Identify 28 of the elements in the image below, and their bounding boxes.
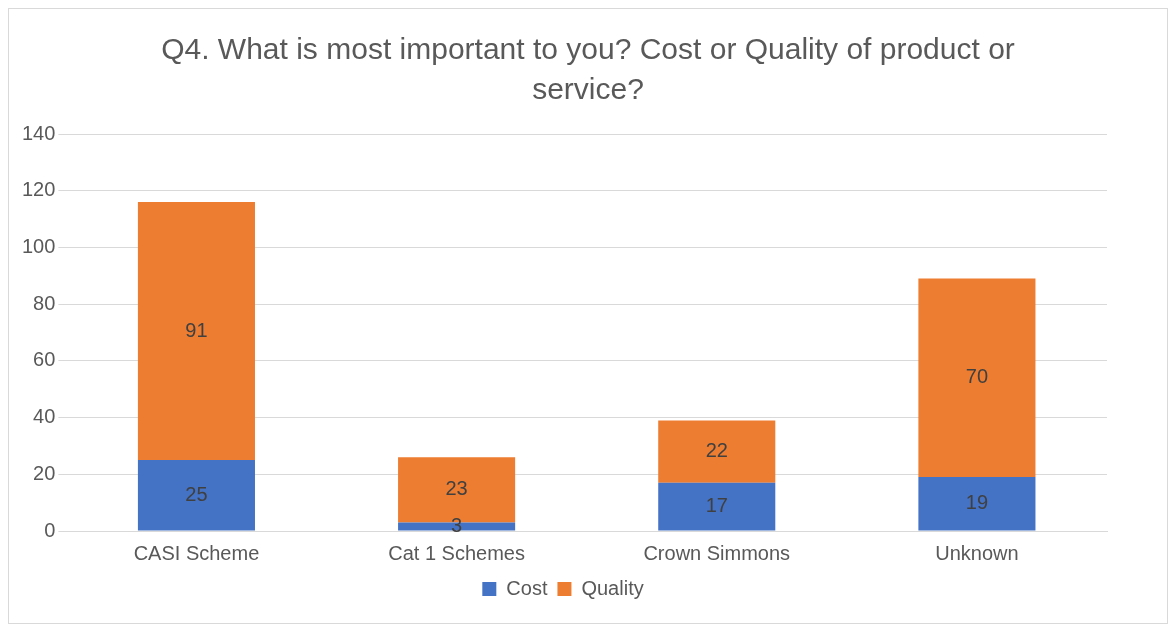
data-label: 22: [705, 439, 728, 462]
bar: [918, 278, 1036, 478]
legend-label: Quality: [581, 576, 644, 599]
legend-label: Cost: [506, 576, 548, 599]
y-tick-label: 120: [21, 178, 56, 201]
bar: [137, 202, 255, 461]
y-tick-label: 140: [21, 121, 56, 144]
x-tick-label: Crown Simmons: [643, 541, 791, 564]
y-tick-label: 20: [33, 461, 56, 484]
data-label: 25: [185, 482, 208, 505]
chart-title: Q4. What is most important to you? Cost or Quality of product or service?: [160, 31, 1016, 107]
y-tick-label: 60: [33, 348, 56, 371]
y-tick-label: 100: [21, 234, 56, 257]
bar: [658, 482, 776, 531]
bar: [137, 460, 255, 531]
data-label: 17: [705, 494, 728, 517]
data-label: 91: [185, 318, 208, 341]
bar: [918, 477, 1036, 531]
y-tick-label: 80: [33, 291, 56, 314]
x-tick-label: Unknown: [935, 541, 1019, 564]
y-tick-label: 0: [44, 518, 56, 541]
y-tick-label: 40: [33, 405, 56, 428]
x-tick-label: CASI Scheme: [133, 541, 260, 564]
data-label: 70: [965, 365, 989, 388]
data-label: 23: [445, 477, 468, 500]
bar: [658, 420, 776, 483]
data-label: 19: [965, 491, 989, 514]
x-tick-label: Cat 1 Schemes: [388, 541, 525, 564]
